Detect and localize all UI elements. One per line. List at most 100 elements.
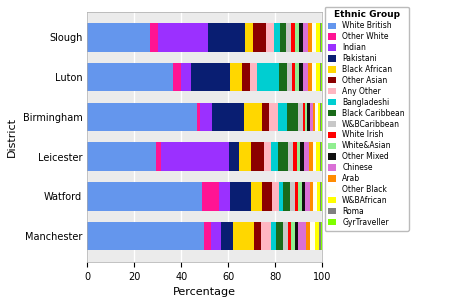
Bar	[293, 142, 297, 171]
Bar	[321, 142, 322, 171]
Bar	[309, 142, 312, 171]
Bar	[219, 182, 230, 211]
Bar	[301, 182, 305, 211]
Bar	[299, 23, 302, 52]
Bar	[245, 23, 253, 52]
Bar	[321, 23, 322, 52]
Bar	[266, 23, 273, 52]
Bar	[299, 63, 302, 92]
Bar	[316, 102, 318, 131]
Bar	[320, 142, 321, 171]
Bar	[310, 222, 315, 250]
Bar	[302, 23, 308, 52]
Y-axis label: District: District	[7, 117, 17, 157]
Bar	[197, 102, 200, 131]
Bar	[292, 63, 295, 92]
Bar	[87, 63, 173, 92]
Bar	[290, 182, 295, 211]
Bar	[298, 102, 303, 131]
Bar	[272, 182, 279, 211]
Bar	[273, 23, 280, 52]
Bar	[158, 23, 208, 52]
Bar	[292, 222, 295, 250]
Bar	[297, 142, 300, 171]
Bar	[287, 102, 298, 131]
Bar	[295, 182, 298, 211]
Bar	[303, 102, 305, 131]
Bar	[87, 23, 150, 52]
Bar	[312, 63, 316, 92]
Bar	[251, 142, 264, 171]
Bar	[229, 142, 239, 171]
Bar	[321, 102, 322, 131]
Bar	[87, 142, 156, 171]
Bar	[200, 102, 211, 131]
Bar	[295, 222, 299, 250]
Bar	[173, 63, 181, 92]
Bar	[283, 222, 288, 250]
Bar	[276, 222, 283, 250]
Bar	[305, 182, 310, 211]
Bar	[288, 142, 293, 171]
Bar	[242, 63, 250, 92]
Bar	[320, 63, 321, 92]
Bar	[251, 182, 263, 211]
Bar	[257, 63, 279, 92]
Bar	[278, 102, 287, 131]
Bar	[230, 63, 242, 92]
Bar	[87, 222, 204, 250]
Bar	[295, 23, 299, 52]
Bar	[321, 63, 322, 92]
Bar	[221, 222, 233, 250]
Bar	[264, 142, 271, 171]
Bar	[156, 142, 161, 171]
Bar	[239, 142, 251, 171]
Bar	[304, 142, 309, 171]
Bar	[150, 23, 158, 52]
Bar	[280, 23, 285, 52]
Bar	[279, 63, 287, 92]
Bar	[279, 182, 283, 211]
Bar	[321, 222, 322, 250]
Legend: White British, Other White, Indian, Pakistani, Black African, Other Asian, Any O: White British, Other White, Indian, Paki…	[325, 7, 409, 230]
Bar	[319, 23, 321, 52]
Bar	[308, 23, 312, 52]
Bar	[287, 63, 292, 92]
Bar	[308, 102, 310, 131]
Bar	[254, 222, 262, 250]
Bar	[313, 102, 316, 131]
Bar	[320, 182, 321, 211]
Bar	[316, 142, 320, 171]
Bar	[211, 222, 221, 250]
Bar	[321, 182, 322, 211]
Bar	[295, 63, 299, 92]
X-axis label: Percentage: Percentage	[173, 287, 236, 297]
Bar	[312, 142, 316, 171]
Bar	[320, 102, 321, 131]
Bar	[202, 182, 219, 211]
Bar	[291, 23, 295, 52]
Bar	[271, 222, 276, 250]
Bar	[316, 23, 319, 52]
Bar	[298, 182, 301, 211]
Bar	[310, 102, 313, 131]
Bar	[312, 23, 316, 52]
Bar	[316, 63, 320, 92]
Bar	[87, 102, 197, 131]
Bar	[299, 222, 306, 250]
Bar	[315, 222, 319, 250]
Bar	[313, 182, 317, 211]
Bar	[305, 102, 308, 131]
Bar	[318, 102, 320, 131]
Bar	[208, 23, 245, 52]
Bar	[253, 23, 266, 52]
Bar	[161, 142, 229, 171]
Bar	[300, 142, 304, 171]
Bar	[204, 222, 211, 250]
Bar	[230, 182, 251, 211]
Bar	[211, 102, 244, 131]
Bar	[181, 63, 191, 92]
Bar	[283, 182, 290, 211]
Bar	[244, 102, 262, 131]
Bar	[319, 222, 321, 250]
